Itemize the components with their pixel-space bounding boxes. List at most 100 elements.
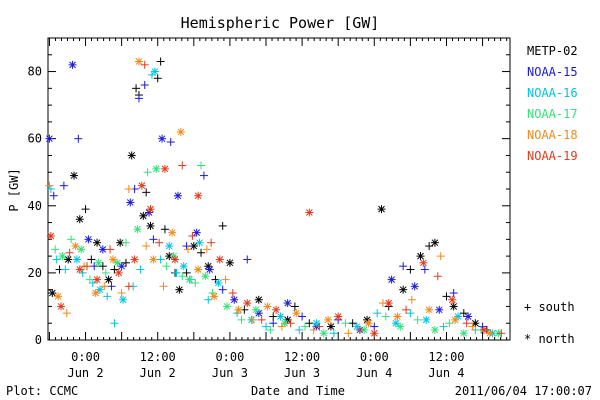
north-point	[45, 134, 54, 143]
north-point	[449, 302, 458, 311]
south-point	[51, 245, 60, 254]
north-point	[194, 191, 203, 200]
south-point	[156, 255, 165, 264]
north-point	[169, 252, 178, 261]
north-point	[319, 329, 328, 338]
south-point	[221, 275, 230, 284]
x-tick-label-time: 0:00	[215, 350, 244, 364]
south-point	[82, 262, 91, 271]
north-point	[160, 164, 169, 173]
north-point	[430, 325, 439, 334]
north-point	[201, 272, 210, 281]
south-point	[121, 238, 130, 247]
south-point	[107, 282, 116, 291]
north-point	[471, 319, 480, 328]
south-point	[142, 188, 151, 197]
south-point	[228, 289, 237, 298]
south-point	[81, 205, 90, 214]
north-point	[393, 312, 402, 321]
south-point	[218, 221, 227, 230]
north-point	[119, 295, 128, 304]
north-point	[137, 181, 146, 190]
series-noaa-18	[45, 57, 494, 338]
north-point	[113, 258, 122, 267]
south-point	[184, 245, 193, 254]
south-point	[87, 255, 96, 264]
series-legend: METP-02 NOAA-15 NOAA-16 NOAA-17 NOAA-18 NOAA-…	[527, 44, 578, 163]
south-point	[182, 268, 191, 277]
y-tick-label: 0	[35, 333, 42, 347]
south-point	[407, 295, 416, 304]
south-point	[45, 181, 54, 190]
south-point	[373, 309, 382, 318]
north-point	[176, 127, 185, 136]
north-point	[396, 322, 405, 331]
north-point	[194, 265, 203, 274]
axis-tick-labels: 0 20 40 60 80 0:00 Jun 2 12:00 Jun 2 0:00 Jun 3 12:…	[28, 65, 465, 380]
north-point	[430, 238, 439, 247]
north-point	[133, 225, 142, 234]
south-point	[449, 289, 458, 298]
north-point	[422, 315, 431, 324]
south-point	[90, 262, 99, 271]
south-point	[74, 134, 83, 143]
north-point	[292, 309, 301, 318]
north-point	[94, 258, 103, 267]
south-point	[497, 329, 506, 338]
x-tick-label-date: Jun 2	[67, 366, 103, 380]
north-point	[158, 134, 167, 143]
south-point	[199, 171, 208, 180]
series-noaa-17	[51, 161, 503, 338]
south-point	[62, 309, 71, 318]
south-point	[132, 84, 141, 93]
north-point	[215, 255, 224, 264]
north-point	[234, 305, 243, 314]
south-point	[406, 309, 415, 318]
north-point	[146, 205, 155, 214]
south-point	[59, 181, 68, 190]
legend-item-noaa-15: NOAA-15	[527, 65, 578, 79]
north-point	[127, 151, 136, 160]
south-point	[100, 282, 109, 291]
north-point	[168, 228, 177, 237]
south-point	[153, 74, 162, 83]
south-point	[436, 252, 445, 261]
south-point	[52, 255, 61, 264]
north-point	[251, 305, 260, 314]
south-point	[433, 272, 442, 281]
south-point	[49, 191, 58, 200]
south-point	[462, 319, 471, 328]
south-point	[143, 168, 152, 177]
south-point	[117, 289, 126, 298]
south-point	[140, 80, 149, 89]
x-tick-label-date: Jun 2	[140, 366, 176, 380]
south-point	[309, 325, 318, 334]
north-point	[205, 265, 214, 274]
legend-item-noaa-17: NOAA-17	[527, 107, 578, 121]
north-point	[305, 208, 314, 217]
north-point	[243, 299, 252, 308]
north-point	[364, 319, 373, 328]
south-point	[402, 305, 411, 314]
north-point	[334, 312, 343, 321]
plot-frame	[47, 37, 511, 341]
south-point	[142, 242, 151, 251]
north-point	[93, 275, 102, 284]
x-tick-label-date: Jun 4	[428, 366, 464, 380]
north-point	[126, 198, 135, 207]
x-tick-label-time: 12:00	[428, 350, 464, 364]
south-point	[155, 238, 164, 247]
north-point	[204, 262, 213, 271]
south-point	[46, 185, 55, 193]
south-marker-legend: + south	[524, 300, 575, 314]
south-point	[121, 258, 130, 267]
north-point	[171, 255, 180, 264]
north-point	[72, 255, 81, 264]
south-point	[442, 292, 451, 301]
south-point	[98, 262, 107, 271]
north-point	[75, 265, 84, 274]
south-point	[110, 265, 119, 274]
south-point	[277, 322, 286, 331]
south-point	[166, 138, 175, 147]
